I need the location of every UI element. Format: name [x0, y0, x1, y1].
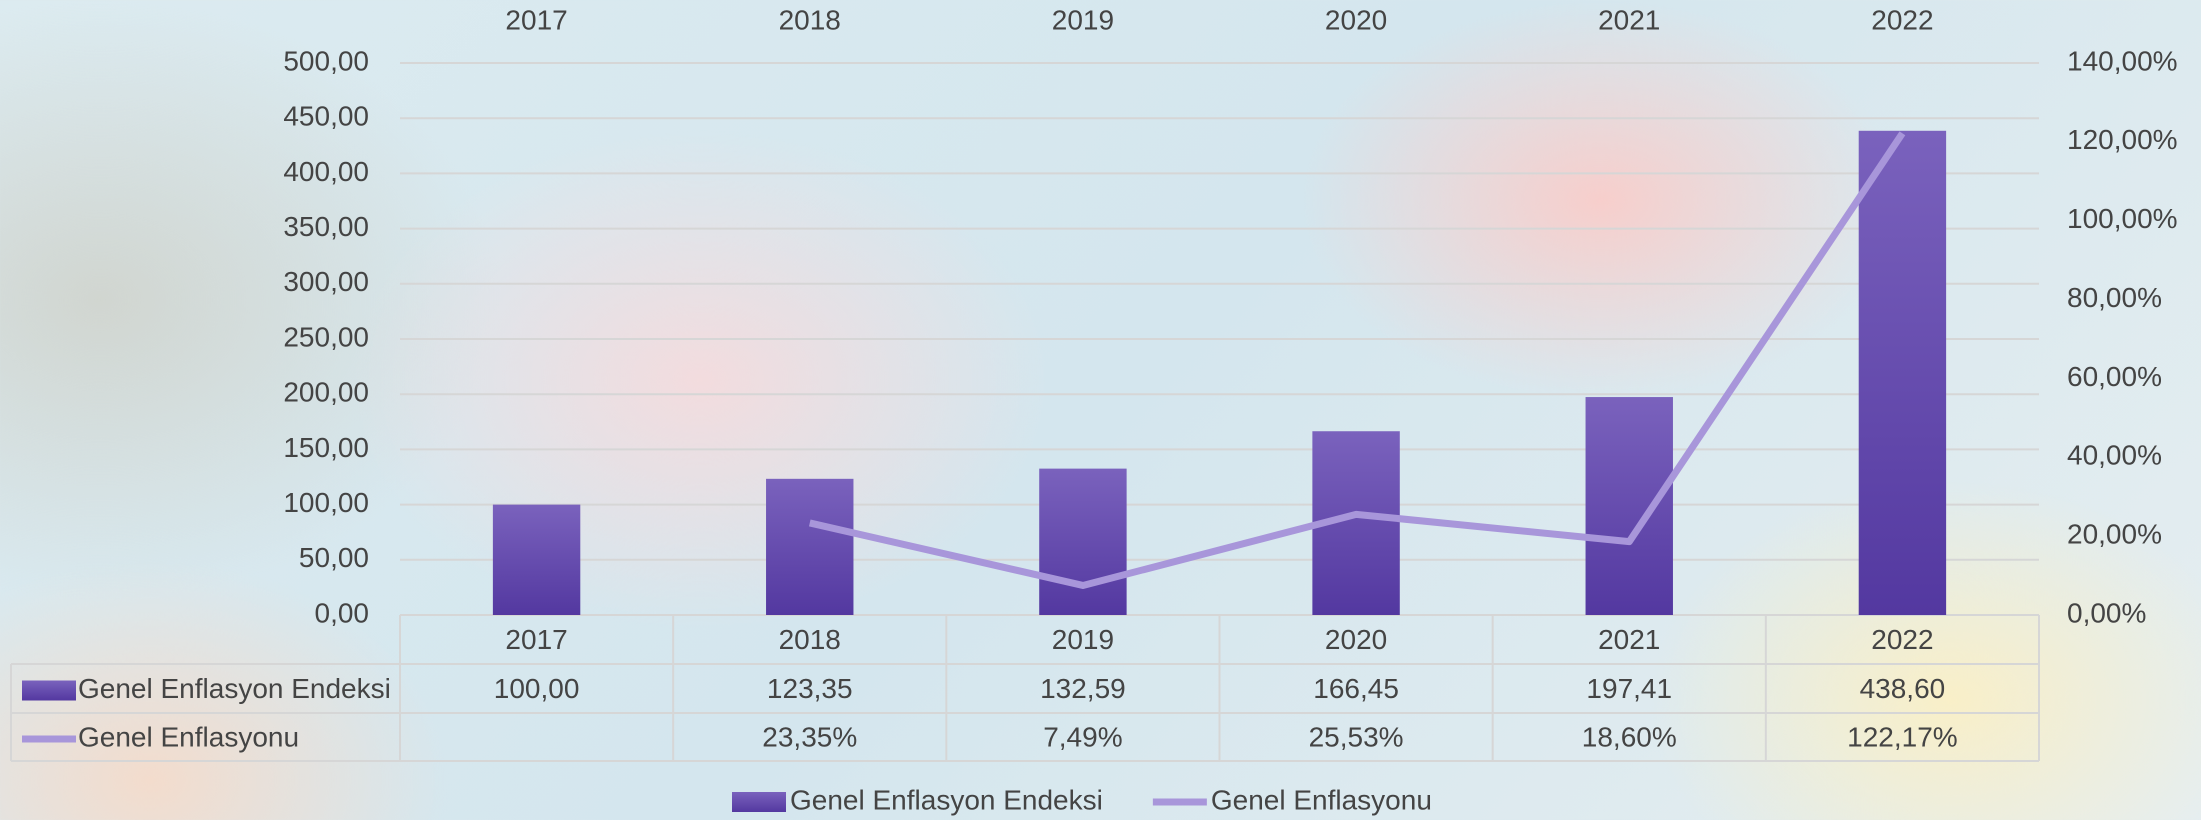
y-tick-label: 100,00: [283, 487, 369, 518]
table-header: 2019: [1052, 624, 1114, 655]
y2-tick-label: 80,00%: [2067, 282, 2162, 313]
table-legend-swatch: [22, 680, 76, 701]
legend-label: Genel Enflasyon Endeksi: [790, 784, 1103, 815]
table-cell: 197,41: [1586, 673, 1672, 704]
top-x-label: 2017: [505, 4, 567, 35]
bar: [1858, 130, 1947, 616]
table-cell: 100,00: [494, 673, 580, 704]
table-cell: 122,17%: [1847, 721, 1958, 752]
table-header: 2022: [1871, 624, 1933, 655]
y2-tick-label: 0,00%: [2067, 597, 2146, 628]
top-x-label: 2022: [1871, 4, 1933, 35]
top-x-label: 2021: [1598, 4, 1660, 35]
y2-tick-label: 60,00%: [2067, 361, 2162, 392]
y-tick-label: 150,00: [283, 432, 369, 463]
line: [808, 131, 1906, 589]
y-tick-label: 50,00: [299, 542, 369, 573]
bar: [492, 504, 581, 615]
bar: [1039, 468, 1127, 615]
table-cell: 23,35%: [762, 721, 857, 752]
table-cell: 132,59: [1040, 673, 1126, 704]
table-cell: 438,60: [1860, 673, 1946, 704]
y2-tick-label: 40,00%: [2067, 440, 2162, 471]
y-tick-label: 500,00: [283, 45, 369, 76]
y-tick-label: 300,00: [283, 266, 369, 297]
y2-tick-label: 120,00%: [2067, 124, 2178, 155]
table-header: 2021: [1598, 624, 1660, 655]
top-x-label: 2020: [1325, 4, 1387, 35]
y2-tick-label: 20,00%: [2067, 519, 2162, 550]
legend-swatch: [732, 792, 786, 812]
y-tick-label: 250,00: [283, 321, 369, 352]
bar: [766, 478, 854, 615]
table-header: 2017: [505, 624, 567, 655]
table-header: 2020: [1325, 624, 1387, 655]
table-cell: 7,49%: [1043, 721, 1122, 752]
top-x-label: 2019: [1052, 4, 1114, 35]
table-header: 2018: [779, 624, 841, 655]
table-cell: 25,53%: [1309, 721, 1404, 752]
y2-tick-label: 140,00%: [2067, 45, 2178, 76]
y-tick-label: 200,00: [283, 377, 369, 408]
y-tick-label: 400,00: [283, 156, 369, 187]
table-cell: 166,45: [1313, 673, 1399, 704]
y-tick-label: 0,00: [315, 597, 370, 628]
top-x-label: 2018: [779, 4, 841, 35]
table-cell: 123,35: [767, 673, 853, 704]
table-row-label: Genel Enflasyonu: [78, 721, 299, 752]
y-tick-label: 350,00: [283, 211, 369, 242]
y-tick-label: 450,00: [283, 101, 369, 132]
table-cell: 18,60%: [1582, 721, 1677, 752]
bar: [1585, 397, 1673, 615]
y2-tick-label: 100,00%: [2067, 203, 2178, 234]
legend-label: Genel Enflasyonu: [1211, 784, 1432, 815]
table-row-label: Genel Enflasyon Endeksi: [78, 673, 391, 704]
